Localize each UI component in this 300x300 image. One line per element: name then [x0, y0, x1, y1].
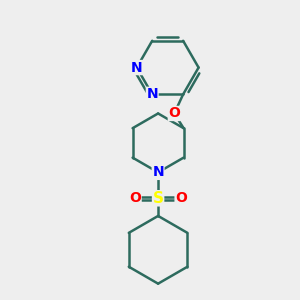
Text: O: O	[129, 191, 141, 205]
Text: N: N	[146, 87, 158, 101]
Text: N: N	[152, 165, 164, 179]
Text: O: O	[175, 191, 187, 205]
Text: O: O	[168, 106, 180, 121]
Text: N: N	[131, 61, 142, 75]
Text: S: S	[153, 191, 164, 206]
